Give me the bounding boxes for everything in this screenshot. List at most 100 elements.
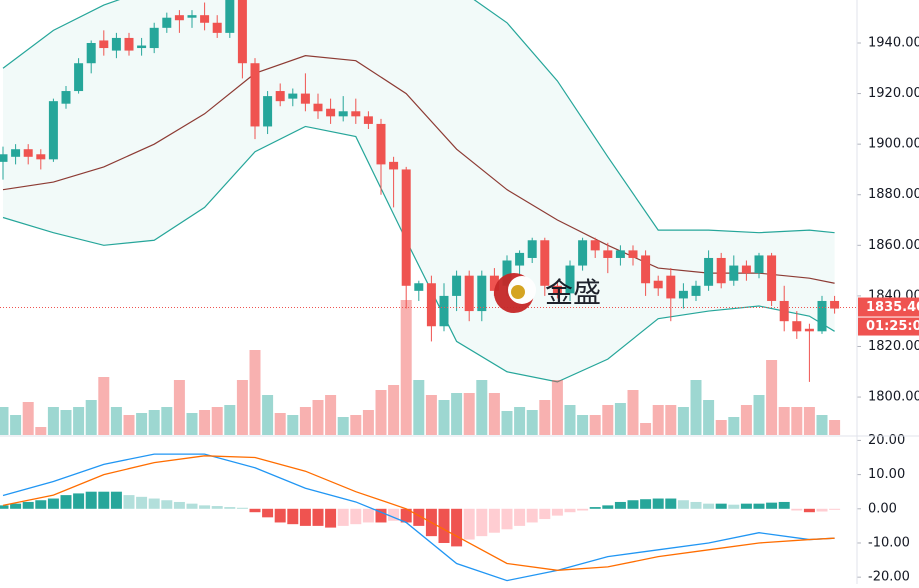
candle-body	[502, 260, 512, 286]
macd-hist	[199, 505, 211, 509]
volume-bar	[73, 407, 85, 435]
volume-bar	[476, 380, 488, 435]
candle-body	[338, 111, 348, 117]
volume-bar	[186, 413, 198, 435]
volume-bar	[224, 405, 236, 435]
volume-bar	[438, 400, 450, 435]
volume-bar	[501, 411, 513, 435]
candle-body	[36, 154, 46, 160]
candle-body	[99, 40, 109, 49]
macd-dif	[2, 453, 835, 582]
logo	[511, 285, 525, 299]
macd-hist	[400, 508, 412, 523]
main-panel	[0, 0, 857, 435]
macd-hist	[73, 493, 85, 509]
candle-body	[792, 321, 802, 332]
volume-bar	[728, 417, 740, 435]
macd-hist	[173, 501, 185, 509]
macd-hist	[262, 508, 274, 518]
candle-body	[414, 283, 424, 291]
candle-body	[74, 63, 84, 92]
macd-hist	[564, 508, 576, 513]
volume-bar	[640, 423, 652, 435]
volume-bar	[362, 410, 374, 435]
candle-body	[603, 250, 613, 258]
macd-hist	[22, 501, 34, 509]
macd-dea	[2, 455, 835, 571]
volume-bar	[451, 393, 463, 435]
volume-bar	[10, 415, 22, 435]
macd-hist	[211, 506, 223, 509]
y-tick-label: 1920.00	[868, 86, 919, 101]
candle-body	[452, 275, 462, 296]
countdown-label: 01:25:00	[866, 319, 919, 334]
macd-tick-label: -20.00	[868, 570, 910, 584]
macd-panel	[0, 453, 841, 582]
macd-hist	[677, 500, 689, 509]
y-tick-label: 1900.00	[868, 137, 919, 152]
volume-bar	[85, 400, 97, 435]
macd-hist	[526, 508, 538, 523]
candle-body	[464, 275, 474, 312]
macd-hist	[325, 508, 337, 528]
volume-bar	[425, 395, 437, 435]
candle-body	[401, 169, 411, 286]
volume-bar	[665, 405, 677, 435]
volume-bar	[262, 395, 274, 435]
macd-hist	[287, 508, 299, 525]
candle-body	[389, 161, 399, 170]
candle-body	[200, 15, 210, 23]
candle-body	[704, 257, 714, 286]
y-tick-label: 1880.00	[868, 187, 919, 202]
candle-body	[578, 240, 588, 266]
volume-bar	[488, 393, 500, 435]
candle-body	[515, 252, 525, 266]
macd-hist	[501, 508, 513, 530]
macd-hist	[110, 491, 122, 509]
macd-hist	[60, 495, 72, 509]
candle-body	[653, 280, 663, 289]
macd-hist	[740, 503, 752, 509]
macd-hist	[438, 508, 450, 543]
candle-body	[250, 63, 260, 127]
volume-bar	[690, 380, 702, 435]
candle-body	[552, 285, 562, 294]
macd-hist	[627, 500, 639, 509]
volume-bar	[816, 415, 828, 435]
volume-bar	[325, 395, 337, 435]
macd-hist	[728, 504, 740, 509]
macd-hist	[186, 503, 198, 509]
volume-bar	[22, 402, 34, 435]
candle-body	[212, 22, 222, 33]
volume-bar	[715, 420, 727, 435]
price-axis: 1800.001820.001840.001860.001880.001900.…	[857, 35, 919, 585]
candle-body	[641, 255, 651, 284]
macd-hist	[274, 508, 286, 523]
candle-body	[275, 91, 285, 102]
volume-bar	[161, 407, 173, 435]
macd-hist	[350, 508, 362, 525]
volume-bar	[173, 380, 185, 435]
candle-body	[477, 275, 487, 312]
macd-hist	[652, 498, 664, 509]
volume-bar	[463, 393, 475, 435]
volume-bar	[677, 407, 689, 435]
candle-body	[363, 116, 373, 124]
watermark: 金盛	[494, 273, 601, 313]
macd-hist	[299, 508, 311, 526]
macd-hist	[791, 508, 803, 511]
y-tick-label: 1800.00	[868, 390, 919, 405]
candle-body	[263, 96, 273, 127]
volume-bar	[375, 390, 387, 435]
volume-bar	[400, 300, 412, 435]
volume-bar	[564, 405, 576, 435]
candle-body	[225, 0, 235, 33]
volume-bar	[350, 415, 362, 435]
volume-bar	[627, 390, 639, 435]
candle-body	[0, 154, 8, 162]
volume-bar	[514, 407, 526, 435]
volume-bar	[211, 407, 223, 435]
candle-body	[565, 265, 575, 294]
volume-bar	[47, 407, 59, 435]
macd-hist	[413, 508, 425, 526]
